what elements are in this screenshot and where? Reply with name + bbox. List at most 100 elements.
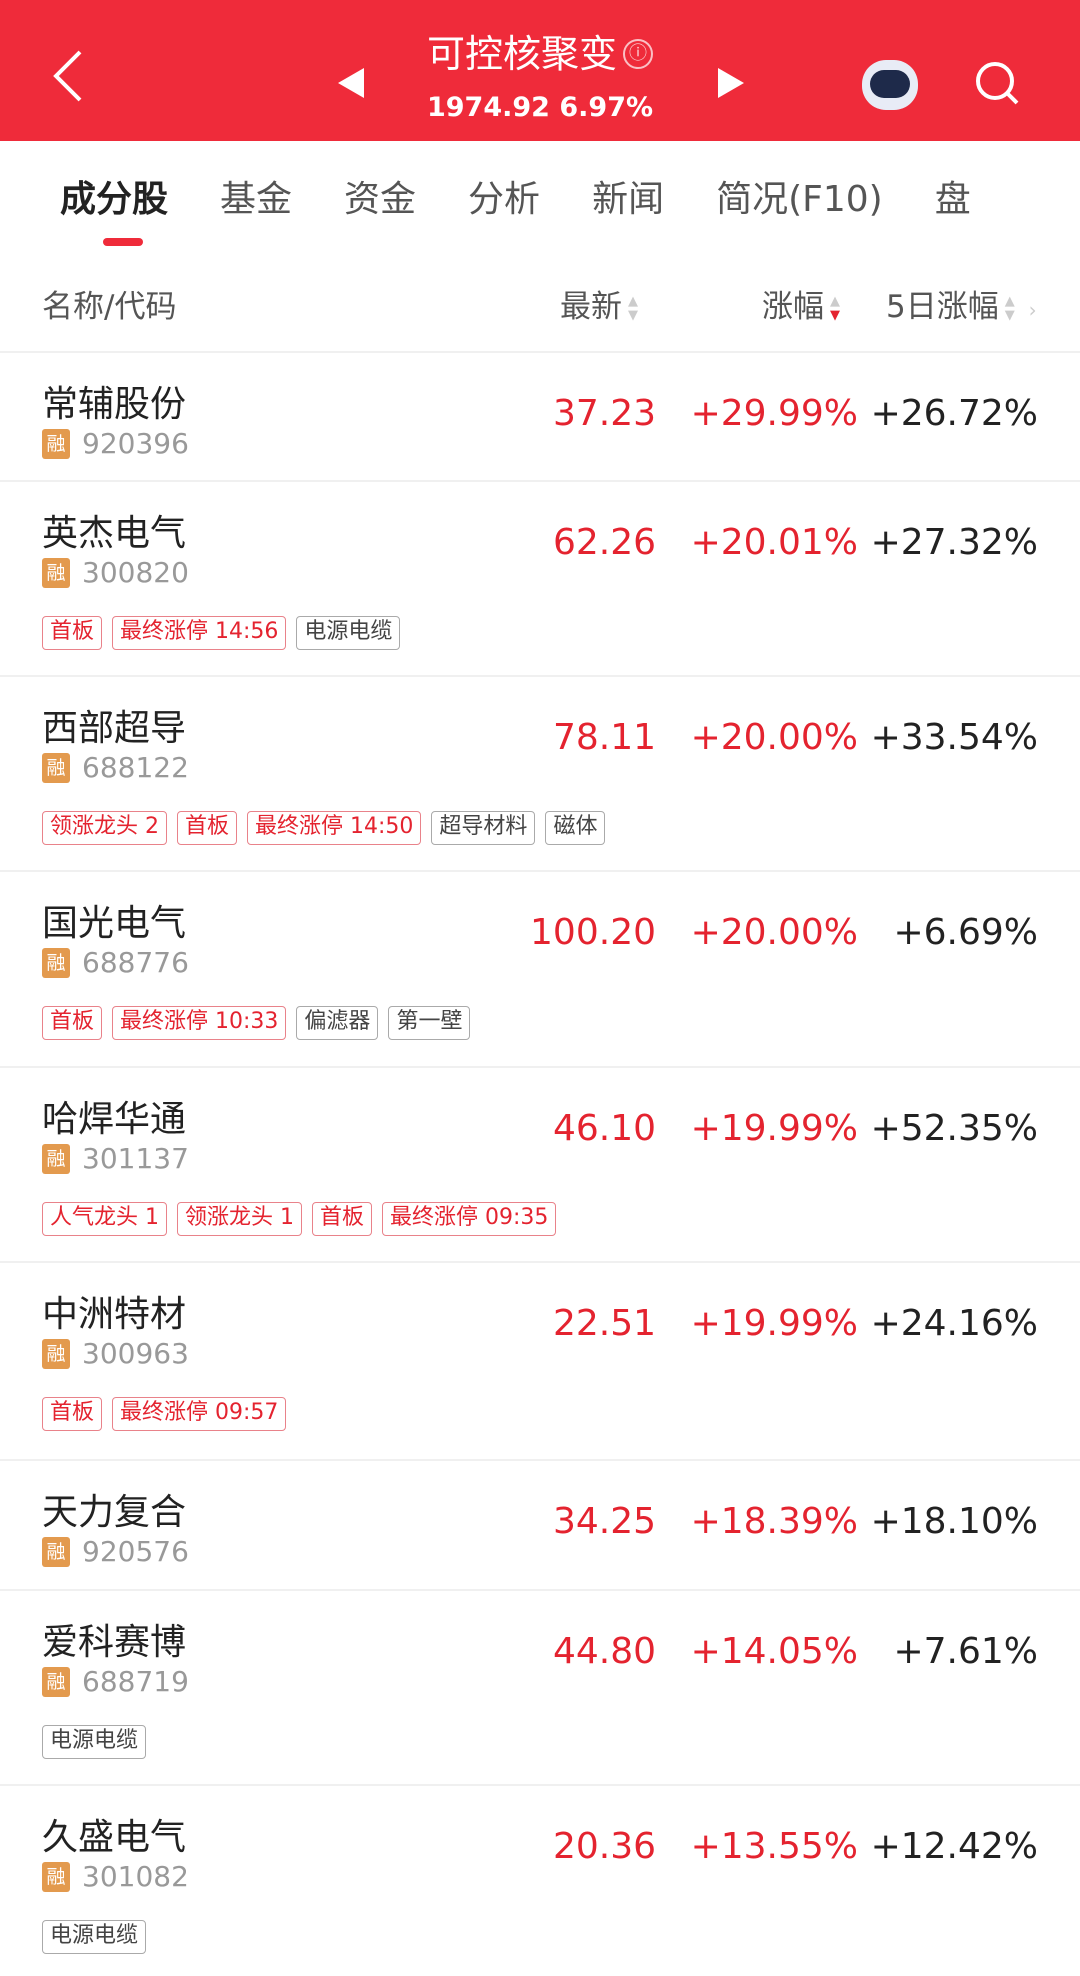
stock-tag[interactable]: 磁体 [545,811,606,845]
stock-price: 20.36 [552,1826,656,1867]
stock-change: +14.05% [690,1631,858,1672]
margin-badge: 融 [42,1338,70,1369]
tab-more[interactable]: 盘 [934,179,971,220]
stock-name: 久盛电气 [42,1817,187,1858]
stock-row[interactable]: 英杰电气 融 300820 62.26 +20.01% +27.32% 首板 最终涨… [0,480,1080,675]
stock-tag[interactable]: 最终涨停 14:50 [247,811,422,845]
tab-bar: 成分股 基金 资金 分析 新闻 简况(F10) 盘 [0,141,1080,251]
stock-name: 英杰电气 [42,513,187,554]
stock-name: 国光电气 [42,903,187,944]
stock-change: +19.99% [690,1303,858,1344]
stock-code: 301137 [82,1142,189,1175]
stock-tag[interactable]: 领涨龙头 1 [177,1202,302,1236]
back-icon[interactable] [50,48,86,104]
stock-code: 300820 [82,556,189,589]
col-change5d[interactable]: 5日涨幅 ▲ ▼ › [886,281,1037,326]
stock-change-5d: +26.72% [870,393,1038,434]
assistant-robot-icon[interactable] [862,60,918,110]
sector-title: 可控核聚变 ⓘ [0,30,1080,78]
stock-row[interactable]: 天力复合 融 920576 34.25 +18.39% +18.10% [0,1459,1080,1589]
margin-badge: 融 [42,1666,70,1697]
tab-funds[interactable]: 基金 [220,179,293,220]
margin-badge: 融 [42,1143,70,1174]
tag-list: 人气龙头 1 领涨龙头 1 首板 最终涨停 09:35 [42,1202,557,1236]
active-tab-indicator [103,238,143,246]
stock-row[interactable]: 西部超导 融 688122 78.11 +20.00% +33.54% 领涨龙头 … [0,675,1080,870]
tab-news[interactable]: 新闻 [592,179,665,220]
stock-list: 常辅股份 融 920396 37.23 +29.99% +26.72% 英杰电气 … [0,351,1080,1976]
tab-analysis[interactable]: 分析 [468,179,541,220]
stock-tag[interactable]: 偏滤器 [296,1006,379,1040]
stock-change-5d: +27.32% [870,522,1038,563]
tag-list: 首板 最终涨停 10:33 偏滤器 第一壁 [42,1006,471,1040]
stock-change: +29.99% [690,393,858,434]
search-icon[interactable] [974,60,1020,106]
col-name: 名称/代码 [42,289,177,325]
stock-row[interactable]: 中洲特材 融 300963 22.51 +19.99% +24.16% 首板 最终涨… [0,1261,1080,1459]
stock-tag[interactable]: 超导材料 [431,811,536,845]
stock-row[interactable]: 常辅股份 融 920396 37.23 +29.99% +26.72% [0,351,1080,480]
stock-code: 300963 [82,1337,189,1370]
stock-price: 22.51 [552,1303,656,1344]
stock-price: 100.20 [530,912,656,953]
stock-code: 920576 [82,1535,189,1568]
stock-tag[interactable]: 首板 [42,616,103,650]
stock-name: 天力复合 [42,1492,187,1533]
index-value: 1974.92 [426,92,550,123]
prev-sector-icon[interactable] [338,68,364,98]
stock-name: 常辅股份 [42,384,187,425]
tab-capital[interactable]: 资金 [344,179,417,220]
stock-name: 中洲特材 [42,1294,187,1335]
sort-icon: ▲ ▼ [628,293,638,323]
stock-tag[interactable]: 首板 [42,1397,103,1431]
stock-price: 46.10 [552,1108,656,1149]
chevron-right-icon[interactable]: › [1028,298,1037,322]
index-change: 6.97% [559,92,654,123]
margin-badge: 融 [42,428,70,459]
stock-row[interactable]: 爱科赛博 融 688719 44.80 +14.05% +7.61% 电源电缆 [0,1589,1080,1784]
stock-row[interactable]: 哈焊华通 融 301137 46.10 +19.99% +52.35% 人气龙头 … [0,1066,1080,1261]
stock-tag[interactable]: 首板 [177,811,238,845]
stock-tag[interactable]: 电源电缆 [296,616,401,650]
stock-tag[interactable]: 领涨龙头 2 [42,811,167,845]
stock-tag[interactable]: 电源电缆 [42,1725,147,1759]
tab-profile[interactable]: 简况(F10) [716,179,883,220]
col-price[interactable]: 最新 ▲ ▼ [560,281,642,326]
tag-list: 领涨龙头 2 首板 最终涨停 14:50 超导材料 磁体 [42,811,606,845]
stock-tag[interactable]: 最终涨停 14:56 [112,616,287,650]
stock-change: +20.00% [690,912,858,953]
sort-icon: ▲ ▼ [1004,293,1015,323]
sector-name: 可控核聚变 [426,32,617,76]
stock-tag[interactable]: 电源电缆 [42,1920,147,1954]
stock-tag[interactable]: 第一壁 [388,1006,471,1040]
stock-change-5d: +6.69% [893,912,1038,953]
tab-constituents[interactable]: 成分股 [60,179,169,220]
stock-tag[interactable]: 首板 [312,1202,373,1236]
stock-change: +20.00% [690,717,858,758]
col-change-label: 涨幅 [762,289,824,325]
stock-change-5d: +18.10% [870,1501,1038,1542]
stock-tag[interactable]: 最终涨停 09:57 [112,1397,287,1431]
tag-list: 首板 最终涨停 09:57 [42,1397,287,1431]
stock-change-5d: +52.35% [870,1108,1038,1149]
stock-row[interactable]: 久盛电气 融 301082 20.36 +13.55% +12.42% 电源电缆 [0,1784,1080,1976]
stock-name: 爱科赛博 [42,1622,187,1663]
stock-price: 37.23 [552,393,656,434]
margin-badge: 融 [42,1861,70,1892]
col-change[interactable]: 涨幅 ▲ ▼ [762,281,844,326]
stock-price: 78.11 [552,717,656,758]
stock-tag[interactable]: 最终涨停 09:35 [382,1202,557,1236]
next-sector-icon[interactable] [718,68,744,98]
info-icon[interactable]: ⓘ [623,39,653,69]
stock-row[interactable]: 国光电气 融 688776 100.20 +20.00% +6.69% 首板 最终涨… [0,870,1080,1066]
stock-code: 688122 [82,751,189,784]
col-change5d-label: 5日涨幅 [886,289,999,325]
stock-tag[interactable]: 首板 [42,1006,103,1040]
margin-badge: 融 [42,947,70,978]
stock-change: +20.01% [690,522,858,563]
stock-tag[interactable]: 最终涨停 10:33 [112,1006,287,1040]
stock-change: +19.99% [690,1108,858,1149]
tag-list: 首板 最终涨停 14:56 电源电缆 [42,616,401,650]
stock-tag[interactable]: 人气龙头 1 [42,1202,167,1236]
stock-change: +18.39% [690,1501,858,1542]
